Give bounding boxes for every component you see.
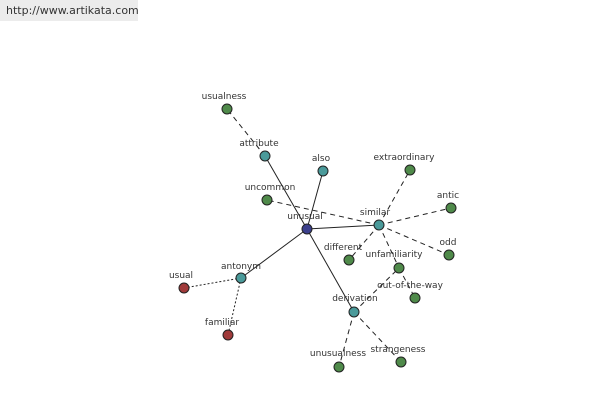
node[interactable]	[317, 165, 329, 177]
node-label[interactable]: out-of-the-way	[377, 281, 443, 291]
edge	[348, 224, 380, 261]
node[interactable]	[301, 223, 313, 235]
node[interactable]	[261, 194, 273, 206]
node[interactable]	[404, 164, 416, 176]
node[interactable]	[235, 272, 247, 284]
node[interactable]	[333, 361, 345, 373]
edge	[306, 224, 380, 230]
edge	[378, 207, 452, 226]
edge	[378, 169, 411, 226]
node-label[interactable]: usualness	[202, 92, 247, 102]
edge	[353, 267, 400, 313]
node[interactable]	[221, 103, 233, 115]
node[interactable]	[348, 306, 360, 318]
node[interactable]	[373, 219, 385, 231]
node-label[interactable]: similar	[360, 208, 390, 218]
node-label[interactable]: derivation	[332, 294, 378, 304]
node-label[interactable]: different	[324, 243, 363, 253]
node-label[interactable]: extraordinary	[374, 153, 436, 163]
site-url[interactable]: http://www.artikata.com	[0, 0, 139, 21]
node[interactable]	[395, 356, 407, 368]
edge	[378, 224, 400, 269]
node-label[interactable]: attribute	[239, 139, 279, 149]
node[interactable]	[393, 262, 405, 274]
edge	[183, 277, 242, 289]
node-label[interactable]: antonym	[221, 262, 261, 272]
node[interactable]	[343, 254, 355, 266]
edge	[227, 277, 242, 336]
edge	[240, 228, 308, 279]
edge	[353, 311, 402, 363]
edge	[338, 311, 355, 368]
edge	[378, 224, 450, 256]
edge	[306, 228, 355, 313]
node-label[interactable]: uncommon	[245, 183, 296, 193]
edge	[306, 170, 324, 230]
node[interactable]	[222, 329, 234, 341]
edge	[226, 108, 266, 157]
node[interactable]	[443, 249, 455, 261]
node-label[interactable]: odd	[440, 238, 457, 248]
node-label[interactable]: antic	[437, 191, 459, 201]
node-label[interactable]: unfamiliarity	[366, 250, 424, 260]
node-label[interactable]: unusualness	[310, 349, 366, 359]
node[interactable]	[409, 292, 421, 304]
node-label[interactable]: usual	[169, 271, 193, 281]
node-label[interactable]: also	[312, 154, 331, 164]
node[interactable]	[178, 282, 190, 294]
node[interactable]	[445, 202, 457, 214]
edge	[266, 199, 380, 226]
edge	[264, 155, 308, 230]
node-label[interactable]: familiar	[205, 318, 239, 328]
node-label[interactable]: strangeness	[370, 345, 425, 355]
node-label[interactable]: unusual	[287, 212, 323, 222]
node[interactable]	[259, 150, 271, 162]
edge	[398, 267, 416, 299]
